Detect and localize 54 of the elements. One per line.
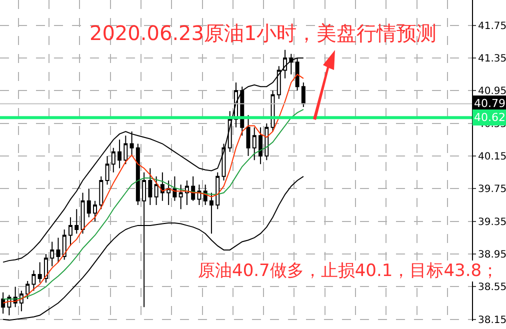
candlestick <box>184 180 189 206</box>
candlestick <box>246 114 250 157</box>
candlestick <box>276 66 281 100</box>
annotation: 原油40.7做多，止损40.1，目标43.8； <box>198 261 499 281</box>
candlestick <box>197 184 202 206</box>
y-tick-label: 38.55 <box>478 282 506 294</box>
y-tick-label: 38.95 <box>478 250 506 261</box>
candlestick <box>124 135 128 165</box>
y-tick-label: 40.15 <box>478 152 506 163</box>
candlestick <box>68 216 72 246</box>
candlestick <box>44 254 48 284</box>
candlestick <box>56 237 60 263</box>
candlestick <box>1 292 6 314</box>
candlestick <box>50 241 54 267</box>
candlestick <box>80 192 85 234</box>
candlestick <box>258 126 263 165</box>
line-series <box>2 176 304 321</box>
candlestick <box>216 172 220 210</box>
candlestick <box>148 168 152 206</box>
candlestick <box>222 143 226 182</box>
candlestick <box>105 156 110 186</box>
candlestick <box>209 192 214 234</box>
candlestick <box>93 200 98 222</box>
candlestick <box>301 82 306 108</box>
candlestick <box>130 131 134 157</box>
candlestick <box>191 176 196 202</box>
candlestick <box>38 262 42 284</box>
candlestick <box>172 176 177 202</box>
ref-line-label: 40.79 <box>474 97 506 110</box>
text: 2020.06.23原油1小时，美盘行情预测 <box>89 20 437 45</box>
y-tick-label: 41.35 <box>478 53 506 64</box>
y-tick-label: 39.35 <box>478 216 506 228</box>
candlestick <box>166 180 171 206</box>
candlestick <box>26 280 30 300</box>
candlestick <box>32 270 36 292</box>
candlestick <box>252 126 256 161</box>
ref-line-label: 40.62 <box>474 111 506 124</box>
candlestick <box>118 139 122 169</box>
candlestick <box>62 229 66 260</box>
y-tick-label: 41.75 <box>478 20 506 32</box>
y-tick-label: 39.75 <box>478 184 506 196</box>
y-tick-label: 40.95 <box>478 86 506 98</box>
candlestick <box>74 208 79 234</box>
candlestick <box>178 184 183 210</box>
line-series <box>2 108 304 300</box>
candlestick <box>154 176 158 206</box>
line-series <box>2 74 304 304</box>
candlestick <box>99 176 104 210</box>
candlestick <box>86 188 91 218</box>
candlestick <box>160 172 164 202</box>
y-tick-label: 38.15 <box>478 314 506 326</box>
candlestick <box>264 122 269 161</box>
candlestick <box>136 143 140 206</box>
candlestick <box>111 147 116 173</box>
